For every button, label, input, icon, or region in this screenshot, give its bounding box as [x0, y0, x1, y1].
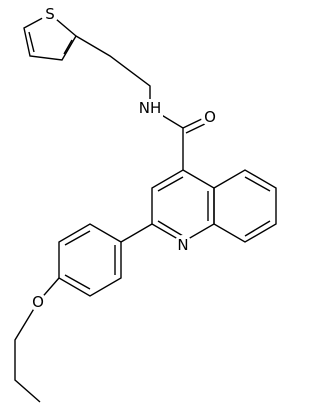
double-bond: [244, 176, 271, 192]
pyridine-ring: [151, 169, 215, 243]
aryl-bond: [120, 223, 153, 243]
double-bond: [244, 220, 271, 237]
double-bond: [64, 230, 91, 246]
phenyl-ring: [58, 223, 122, 297]
label-bg: [174, 235, 192, 253]
double-bond: [63, 39, 73, 55]
benzo-ring: [213, 169, 277, 243]
amide-bond: [149, 107, 184, 170]
linker-bond: [75, 35, 151, 108]
label-bg: [201, 108, 219, 126]
label-bg: [137, 99, 163, 117]
bonds: [14, 13, 277, 403]
atom-label: O: [204, 108, 216, 126]
atom-label: NH: [139, 99, 162, 117]
molecule-diagram: S NH O N O: [14, 5, 277, 403]
atom-label: S: [45, 5, 55, 23]
atom-label: O: [32, 293, 44, 311]
atom-label: N: [177, 236, 188, 254]
label-bg: [41, 5, 59, 23]
propoxy-chain: [14, 277, 60, 403]
double-bond: [64, 274, 91, 290]
double-bond: [157, 220, 184, 237]
thiophene-ring: [23, 13, 77, 61]
double-bond: [157, 176, 184, 192]
double-bond: [28, 31, 35, 53]
label-bg: [29, 293, 47, 311]
atom-labels: S NH O N O: [29, 5, 219, 311]
